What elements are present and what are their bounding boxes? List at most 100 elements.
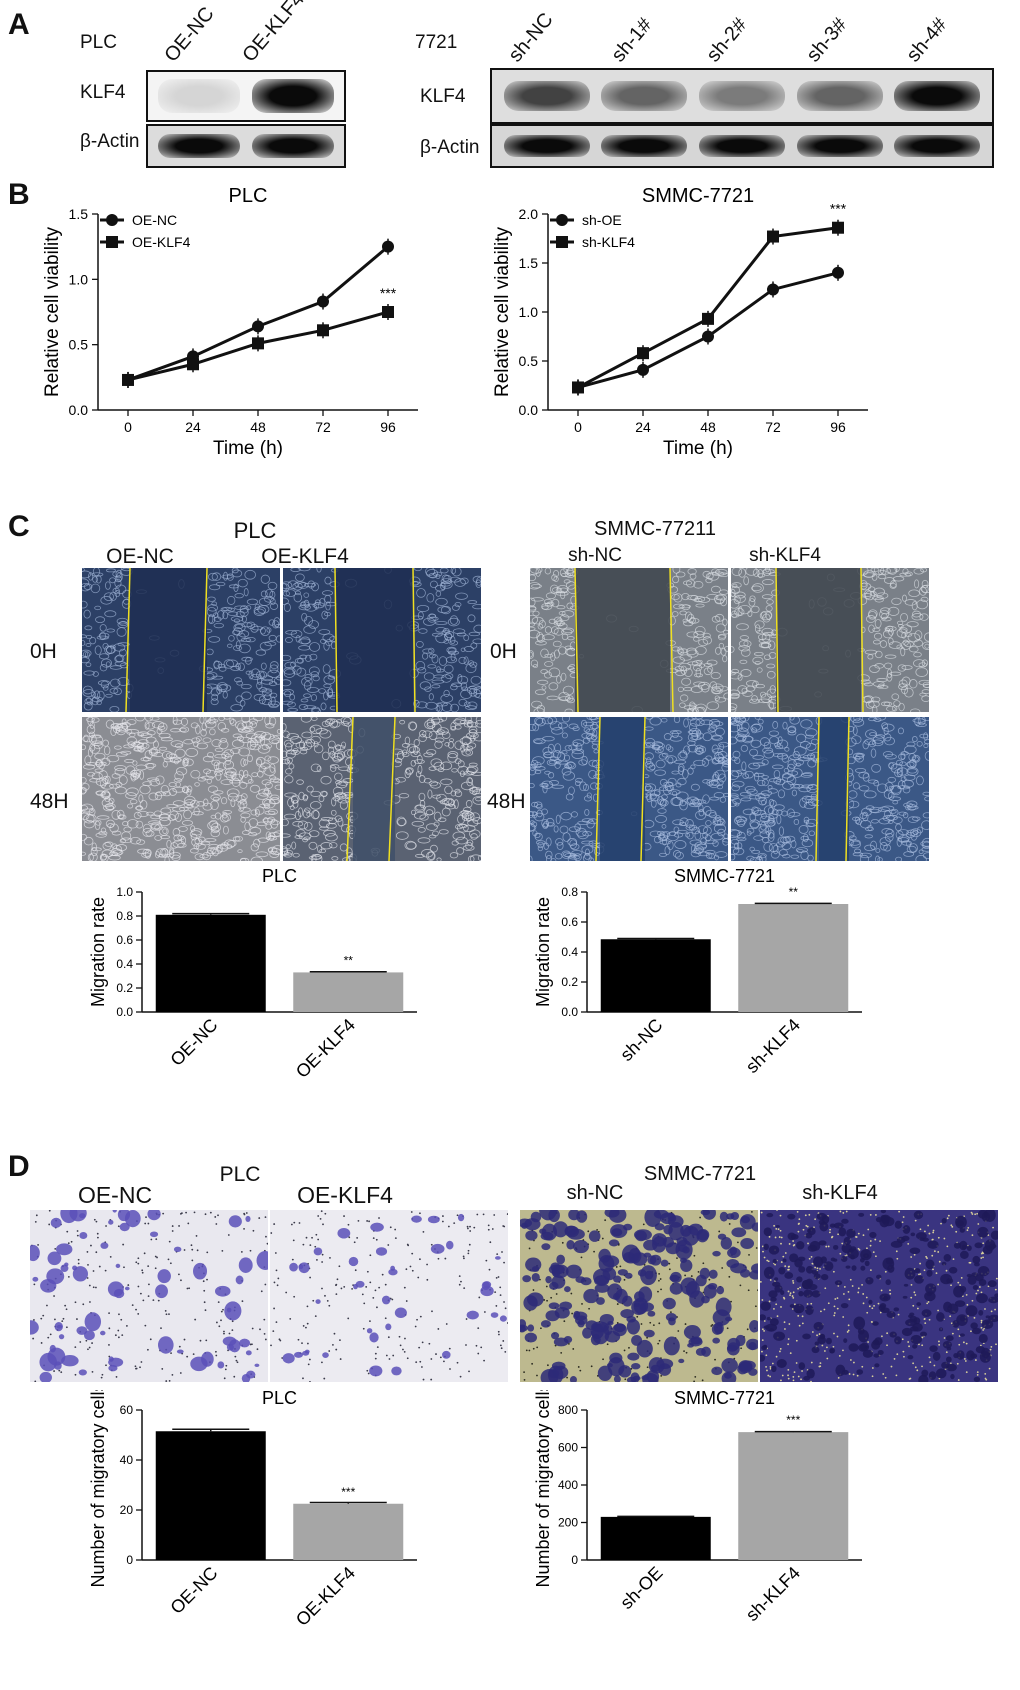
cell [882, 629, 893, 639]
membrane-pore [137, 1285, 140, 1288]
membrane-pore [676, 1257, 678, 1259]
cell [534, 812, 545, 822]
cell [679, 817, 689, 827]
cell [91, 717, 100, 723]
cell [426, 749, 437, 756]
cell [213, 660, 223, 669]
cell [111, 830, 122, 836]
cell [286, 757, 293, 764]
cell [673, 593, 683, 603]
membrane-pore [92, 1286, 95, 1289]
cell [273, 778, 280, 784]
cell [778, 826, 785, 836]
membrane-pore [366, 1369, 369, 1372]
cell [537, 845, 543, 852]
cell [267, 808, 278, 815]
migrated-cell [117, 1210, 131, 1222]
membrane-pore [290, 1223, 293, 1226]
migrated-cell [760, 1314, 767, 1321]
cell [236, 680, 243, 686]
cell [650, 799, 657, 808]
membrane-pore [659, 1278, 662, 1280]
cell [127, 803, 134, 809]
membrane-pore [616, 1303, 619, 1305]
cell [430, 717, 440, 726]
membrane-pore [889, 1292, 892, 1295]
y-tick-label: 0.6 [561, 915, 578, 929]
cell [309, 726, 316, 733]
cell [334, 792, 347, 800]
cell [101, 757, 111, 767]
cell [306, 738, 316, 748]
cell [906, 800, 918, 808]
cell [335, 744, 342, 751]
cell [283, 851, 290, 856]
cell [140, 757, 152, 762]
cell [122, 821, 129, 827]
cell [163, 757, 173, 763]
cell [208, 636, 221, 643]
cell [428, 647, 435, 654]
membrane-pore [180, 1279, 182, 1282]
membrane-pore [788, 1323, 791, 1325]
cell [210, 794, 221, 801]
cell [802, 772, 813, 777]
cell [718, 642, 725, 649]
cell [731, 770, 739, 780]
migrated-cell [731, 1227, 747, 1238]
membrane-pore [820, 1310, 822, 1313]
cell [556, 841, 564, 850]
cell [686, 707, 695, 712]
migrated-cell [289, 1262, 298, 1272]
migrated-cell [157, 1269, 171, 1284]
membrane-pore [378, 1286, 381, 1289]
membrane-pore [823, 1350, 826, 1352]
membrane-pore [317, 1215, 320, 1217]
cell [83, 734, 89, 743]
membrane-pore [108, 1344, 110, 1346]
membrane-pore [919, 1228, 922, 1231]
cell [90, 583, 101, 594]
cell [530, 723, 537, 731]
membrane-pore [811, 1331, 814, 1333]
migrated-cell [707, 1282, 718, 1290]
membrane-pore [478, 1296, 481, 1299]
migrated-cell [565, 1264, 582, 1279]
cell [557, 751, 566, 762]
membrane-pore [252, 1229, 255, 1232]
cell [283, 679, 292, 687]
migrated-cell [84, 1312, 102, 1332]
cell [426, 593, 435, 603]
cell [222, 825, 229, 835]
cell [715, 613, 725, 622]
migrated-cell [639, 1302, 655, 1312]
membrane-pore [932, 1231, 935, 1234]
cell [711, 721, 724, 727]
cell [912, 610, 921, 618]
cell [702, 826, 712, 835]
cell [417, 827, 426, 833]
cell [303, 625, 316, 634]
migrated-cell [545, 1275, 552, 1284]
cell [325, 822, 337, 829]
cell [426, 721, 436, 729]
cell [129, 798, 138, 805]
cell [437, 727, 449, 735]
membrane-pore [449, 1368, 451, 1370]
cell [784, 747, 790, 752]
cell [868, 700, 880, 708]
wound-edge-left [775, 568, 779, 712]
migrated-cell [805, 1265, 814, 1274]
cell [536, 809, 543, 818]
membrane-pore [951, 1332, 954, 1335]
membrane-pore [422, 1378, 425, 1381]
membrane-pore [684, 1323, 687, 1325]
membrane-pore [791, 1295, 794, 1297]
cell [892, 800, 899, 805]
cell [96, 815, 110, 820]
cell [210, 698, 219, 706]
cell [582, 737, 590, 744]
cell [530, 659, 539, 668]
cell [102, 642, 109, 650]
cell [396, 777, 406, 783]
